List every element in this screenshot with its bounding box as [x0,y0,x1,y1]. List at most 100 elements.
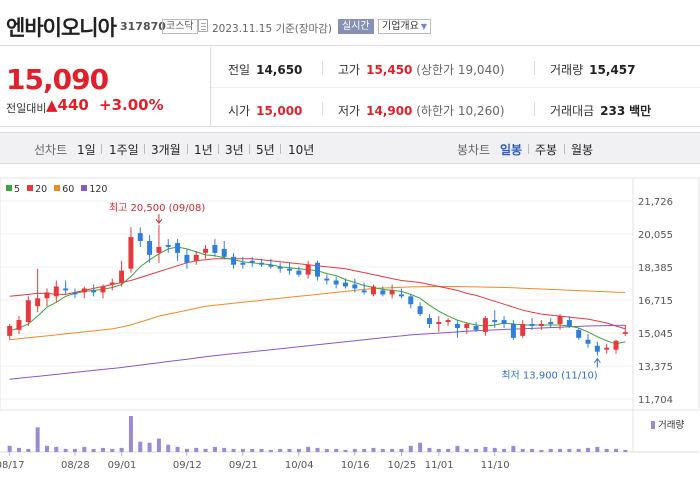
volume-bar [520,448,525,452]
volume-bar [371,447,376,452]
open-value: 15,000 [256,104,303,118]
volume-bar [362,448,367,452]
upper-limit: (상한가 19,040) [416,63,505,77]
x-tick-label: 09/12 [173,460,202,471]
separator [101,144,102,154]
candle-body [576,329,582,338]
volume-bar [240,448,245,452]
x-tick-label: 09/01 [108,460,137,471]
volume-label: 거래량 [550,63,584,77]
low-value: 14,900 [366,104,413,118]
legend-swatch-60 [54,185,61,191]
candle-body [333,280,339,285]
volume-bar [539,449,544,452]
period-3y[interactable]: 3년 [225,143,244,157]
candle-body [16,320,22,330]
volume-bar [418,442,423,452]
candle-body [370,286,376,295]
max-annotation: 최고 20,500 (09/08) [109,202,205,214]
candle-weekly[interactable]: 주봉 [535,143,558,157]
candle-body [315,262,320,277]
line-chart-label: 선차트 [34,143,68,157]
period-10y[interactable]: 10년 [288,143,315,157]
volume-bar [203,448,208,452]
price-change: ▲440 [46,96,89,114]
volume-bar [100,447,105,452]
prev-close: 전일 14,650 [228,61,302,78]
candle-body [203,248,209,253]
volume-bar [156,438,161,452]
candle-body [25,300,31,323]
candle-body [137,233,143,242]
candle-monthly[interactable]: 월봉 [571,143,594,157]
triangle-up-icon: ▲ [46,96,58,114]
y-tick-label: 21,726 [638,197,673,208]
base-date: 2023.11.15 기준(장마감) [212,23,332,35]
candle-body [193,254,199,261]
open-price: 시가 15,000 [228,102,302,119]
volume-bar [250,448,255,452]
y-tick-label: 15,045 [638,329,673,340]
price-change-pct: +3.00% [99,96,164,114]
period-1y[interactable]: 1년 [194,143,213,157]
candle-body [501,320,507,325]
volume: 거래량 15,457 [550,61,635,78]
volume-bar [44,445,49,452]
document-icon[interactable] [198,19,208,32]
realtime-button[interactable]: 실시간 [338,19,374,34]
candle-body [175,243,181,253]
divider [211,87,700,88]
candle-body [342,282,348,287]
candle-body [361,290,367,293]
company-overview-label: 기업개요 [382,21,419,32]
candle-body [296,270,302,275]
volume-bar [175,446,180,452]
candle-daily[interactable]: 일봉 [500,143,523,157]
period-5y[interactable]: 5년 [256,143,275,157]
current-price: 15,090 [6,63,109,96]
period-1w[interactable]: 1주일 [109,143,139,157]
chart-toolbar: 선차트 1일 1주일 3개월 1년 3년 5년 10년 봉차트 일봉 주봉 월봉 [0,132,700,164]
candle-body [417,306,423,315]
change-label: 전일대비 [6,102,47,115]
candle-body [398,294,404,297]
volume-bar [54,446,59,452]
volume-bar [184,448,189,452]
x-tick-label: 11/01 [425,460,454,471]
volume-bar [166,444,171,452]
volume-bar [212,446,217,452]
company-overview-button[interactable]: 기업개요 ▼ [378,19,431,34]
period-1d[interactable]: 1일 [77,143,96,157]
period-3m[interactable]: 3개월 [151,143,181,157]
volume-bar [16,447,21,452]
volume-bar [408,445,413,452]
volume-bar [614,448,619,452]
stock-header: 엔바이오니아 317870 코스닥 2023.11.15 기준(장마감) 실시간… [0,0,700,46]
candle-body [147,241,153,255]
volume-bar [128,416,133,452]
candle-body [221,248,227,257]
legend-swatch-120 [81,185,88,191]
candle-body [44,292,50,299]
candle-body [91,290,97,293]
separator [280,144,281,154]
legend-swatch-5 [6,185,12,191]
divider [210,47,211,126]
volume-bar [315,447,320,452]
volume-bar [576,448,581,452]
volume-bar [474,448,479,452]
volume-swatch [651,421,655,429]
x-tick-label: 10/04 [285,460,314,471]
separator [322,102,323,116]
volume-bar [604,448,609,452]
candle-body [268,264,274,267]
separator [534,61,535,75]
ma-line-60 [9,286,626,341]
candle-body [7,325,13,336]
volume-bar [287,448,292,452]
trade-amount: 거래대금 233 백만 [550,102,651,119]
candle-body [240,262,246,265]
separator [144,144,145,154]
separator [564,144,565,154]
